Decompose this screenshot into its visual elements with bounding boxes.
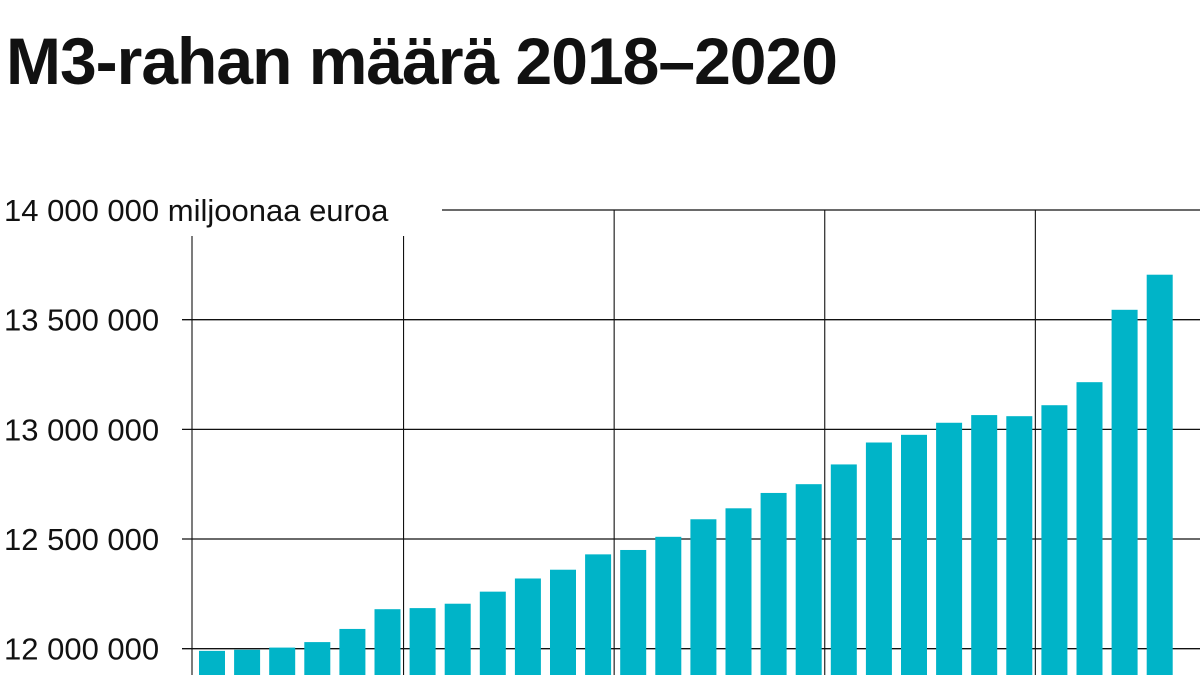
bar: [199, 650, 225, 675]
bar: [1111, 309, 1138, 675]
bar: [620, 549, 647, 675]
bar: [444, 603, 471, 675]
y-tick-label: 12 500 000: [4, 522, 159, 557]
bar: [865, 442, 892, 675]
y-tick-label: 13 000 000: [4, 412, 159, 447]
bar: [690, 519, 717, 675]
bar: [550, 569, 576, 675]
bar: [409, 608, 436, 675]
bar: [1076, 382, 1103, 675]
bar: [795, 484, 822, 675]
bar: [339, 628, 366, 675]
bar: [1041, 405, 1068, 675]
y-tick-label: 13 500 000: [4, 303, 159, 338]
bar: [585, 554, 612, 675]
y-tick-label: 12 000 000: [4, 632, 159, 667]
bar: [655, 536, 682, 675]
bar: [1146, 274, 1173, 675]
bar: [936, 422, 963, 675]
bar: [901, 434, 927, 675]
bar: [304, 642, 331, 675]
bar: [971, 415, 998, 675]
bar: [269, 647, 296, 675]
bar: [830, 464, 857, 675]
bar: [1006, 416, 1033, 675]
year-separator-layer: [191, 210, 1036, 675]
chart-title: M3-rahan määrä 2018–2020: [6, 24, 838, 98]
bar-layer: [199, 274, 1173, 675]
y-axis-label-layer: 12 000 000 12 500 000 13 000 000 13 500 000…: [4, 193, 389, 667]
bar: [514, 578, 541, 675]
bar: [725, 508, 752, 675]
bar: [760, 492, 787, 675]
bar: [374, 609, 401, 675]
bar: [479, 591, 506, 675]
y-tick-label: 14 000 000 miljoonaa euroa: [4, 193, 389, 228]
bar: [234, 649, 261, 675]
